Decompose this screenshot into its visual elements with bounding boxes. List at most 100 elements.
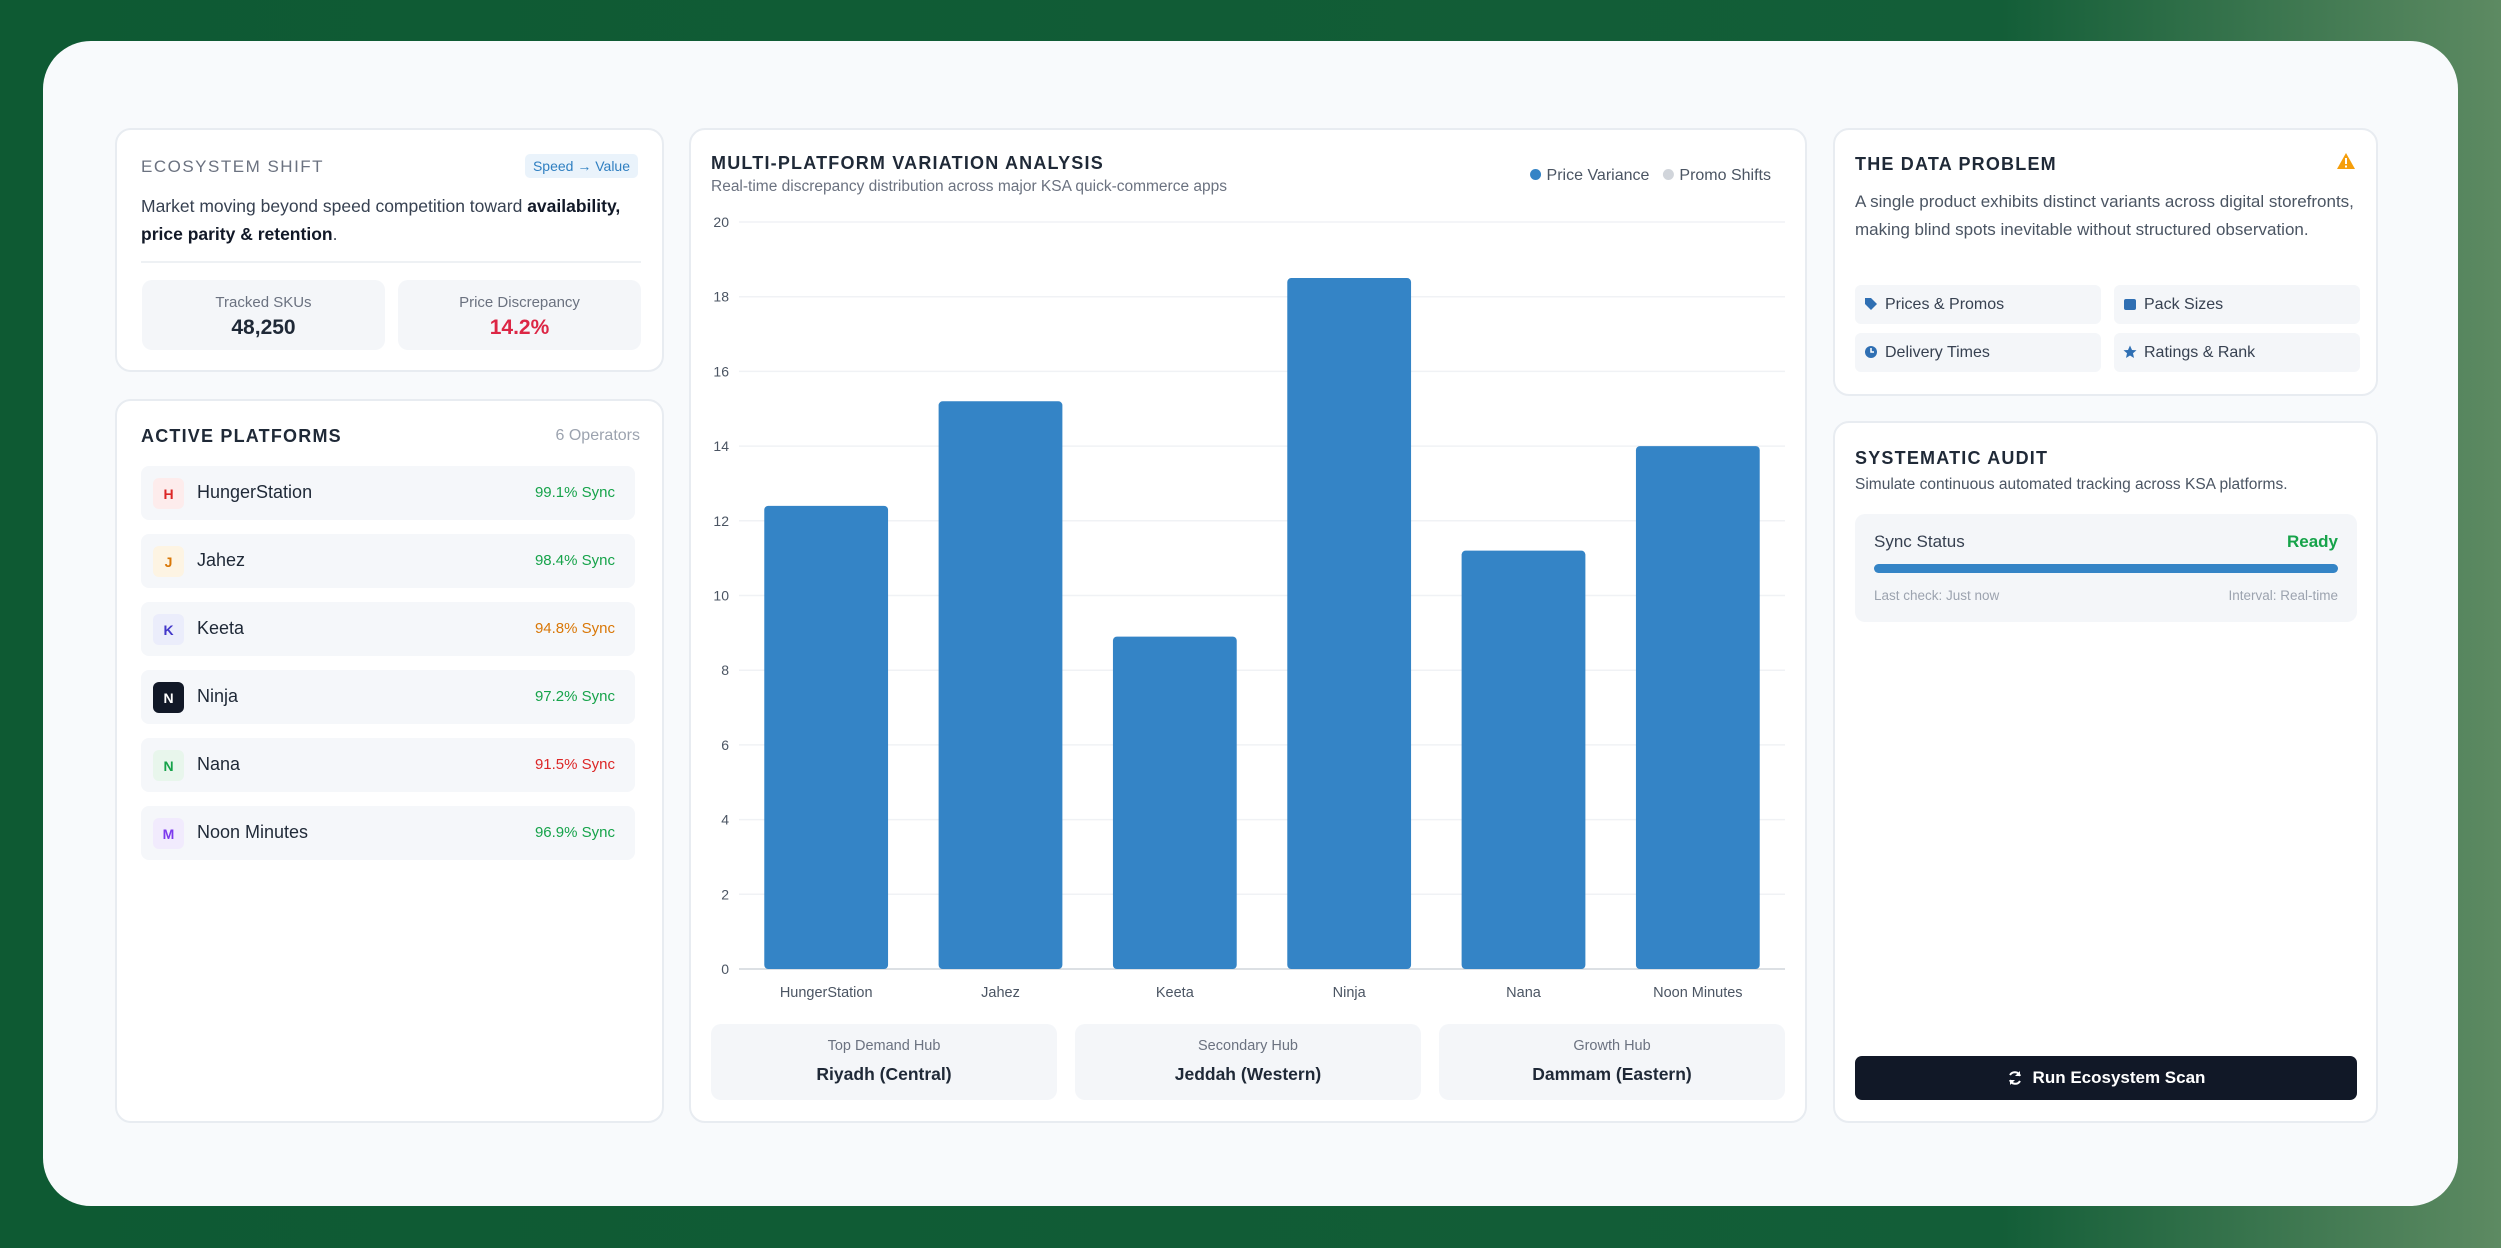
interval: Interval: Real-time — [2228, 588, 2338, 603]
platform-name: Jahez — [197, 550, 246, 570]
bar — [1287, 278, 1412, 969]
bar — [1461, 550, 1586, 969]
chart-title: MULTI-PLATFORM VARIATION ANALYSIS — [711, 153, 1104, 173]
x-tick-label: Noon Minutes — [1653, 985, 1742, 1001]
x-tick-label: Jahez — [981, 985, 1020, 1001]
hub-box: Secondary Hub Jeddah (Western) — [1075, 1024, 1421, 1100]
y-tick-label: 18 — [713, 289, 729, 305]
panel-title: THE DATA PROBLEM — [1855, 154, 2057, 174]
warning-icon — [2337, 153, 2355, 169]
status-label: Sync Status — [1874, 532, 1965, 551]
platform-name: Noon Minutes — [197, 822, 309, 842]
platform-row: H HungerStation 99.1% Sync — [141, 466, 635, 520]
panel-title: SYSTEMATIC AUDIT — [1855, 448, 2049, 468]
chip-label: Ratings & Rank — [2144, 344, 2256, 361]
text: . — [332, 224, 338, 244]
hub-box: Top Demand Hub Riyadh (Central) — [711, 1024, 1057, 1100]
platforms-panel: ACTIVE PLATFORMS 6 Operators H HungerStat… — [115, 399, 664, 1123]
audit-panel: SYSTEMATIC AUDIT Simulate continuous aut… — [1833, 421, 2378, 1123]
progress-bar — [1874, 564, 2338, 573]
hub-label: Secondary Hub — [1198, 1038, 1298, 1054]
platform-badge: N — [153, 750, 184, 781]
stat-label: Price Discrepancy — [459, 294, 580, 311]
platform-row: J Jahez 98.4% Sync — [141, 534, 635, 588]
star-icon — [2123, 345, 2137, 358]
stat-label: Tracked SKUs — [215, 294, 312, 311]
platform-badge: M — [153, 818, 184, 849]
last-check: Last check: Just now — [1874, 588, 2000, 603]
hub-city: Riyadh (Central) — [816, 1064, 952, 1084]
panel-title: ECOSYSTEM SHIFT — [141, 157, 325, 176]
chip-label: Pack Sizes — [2144, 296, 2224, 313]
scan-button[interactable]: Run Ecosystem Scan — [1855, 1056, 2357, 1100]
tag-icon — [1865, 298, 1877, 310]
bar — [764, 505, 889, 969]
ecosystem-panel: ECOSYSTEM SHIFT Speed → Value Market mov… — [115, 128, 664, 372]
x-tick-label: Ninja — [1333, 985, 1367, 1001]
status: Ready — [2286, 532, 2338, 551]
chip: Ratings & Rank — [2114, 333, 2360, 372]
y-tick-label: 2 — [721, 886, 729, 902]
legend-label: Price Variance — [1547, 167, 1650, 184]
platform-sync: 99.1% Sync — [534, 484, 615, 501]
legend-label: Promo Shifts — [1679, 167, 1771, 184]
platform-badge: J — [153, 546, 184, 577]
hub-city: Jeddah (Western) — [1174, 1064, 1322, 1084]
problem-panel: THE DATA PROBLEM A single product exhibi… — [1833, 128, 2378, 396]
description: Market moving beyond speed competition t… — [141, 192, 641, 248]
hub-label: Top Demand Hub — [827, 1038, 941, 1054]
x-tick-label: HungerStation — [780, 985, 873, 1001]
stat-box: Tracked SKUs 48,250 — [142, 280, 385, 350]
clock-icon — [1865, 346, 1877, 358]
stat-box: Price Discrepancy 14.2% — [398, 280, 641, 350]
operator-count: 6 Operators — [555, 427, 640, 444]
platform-sync: 94.8% Sync — [534, 620, 615, 637]
platform-sync: 98.4% Sync — [534, 552, 615, 569]
badge: Speed → Value — [524, 154, 638, 178]
chip-label: Prices & Promos — [1885, 296, 2005, 313]
bar — [938, 401, 1063, 969]
status-box: Sync Status Ready Last check: Just now I… — [1855, 514, 2357, 622]
hub-city: Dammam (Eastern) — [1532, 1064, 1692, 1084]
stat-value: 48,250 — [231, 316, 296, 339]
legend-marker — [1662, 169, 1674, 180]
chart-panel: MULTI-PLATFORM VARIATION ANALYSIS Real-t… — [689, 128, 1807, 1123]
text: Market moving beyond speed competition t… — [141, 196, 528, 216]
chip: Pack Sizes — [2114, 285, 2360, 324]
platform-sync: 97.2% Sync — [534, 688, 615, 705]
y-tick-label: 12 — [713, 513, 729, 529]
bar — [1635, 446, 1760, 970]
platform-row: K Keeta 94.8% Sync — [141, 602, 635, 656]
platform-badge: K — [153, 614, 184, 645]
legend-marker — [1530, 169, 1542, 180]
platform-row: M Noon Minutes 96.9% Sync — [141, 806, 635, 860]
y-tick-label: 8 — [721, 662, 729, 678]
chart: 0 2 4 6 8 10 12 14 16 18 20 Promo Shifts Price Varia… — [713, 167, 1785, 1001]
y-tick-label: 16 — [713, 363, 729, 379]
platform-sync: 91.5% Sync — [534, 756, 615, 773]
refresh-icon — [2008, 1071, 2021, 1085]
platform-badge: N — [153, 682, 184, 713]
platform-sync: 96.9% Sync — [534, 824, 615, 841]
panel-title: ACTIVE PLATFORMS — [141, 426, 342, 446]
platform-badge: H — [153, 478, 184, 509]
box-icon — [2124, 299, 2136, 310]
chip-label: Delivery Times — [1885, 344, 1990, 361]
y-tick-label: 14 — [713, 438, 729, 454]
y-tick-label: 0 — [721, 961, 729, 977]
platform-row: N Nana 91.5% Sync — [141, 738, 635, 792]
stat-value: 14.2% — [489, 316, 550, 339]
chip: Delivery Times — [1855, 333, 2101, 372]
y-tick-label: 10 — [713, 588, 729, 604]
platform-name: HungerStation — [197, 482, 313, 502]
platform-name: Keeta — [197, 618, 245, 638]
divider — [141, 261, 641, 263]
chart-subtitle: Real-time discrepancy distribution acros… — [711, 178, 1228, 195]
bar — [1112, 636, 1237, 969]
platform-name: Ninja — [197, 686, 239, 706]
hub-box: Growth Hub Dammam (Eastern) — [1439, 1024, 1785, 1100]
y-tick-label: 4 — [721, 812, 729, 828]
platform-name: Nana — [197, 754, 241, 774]
